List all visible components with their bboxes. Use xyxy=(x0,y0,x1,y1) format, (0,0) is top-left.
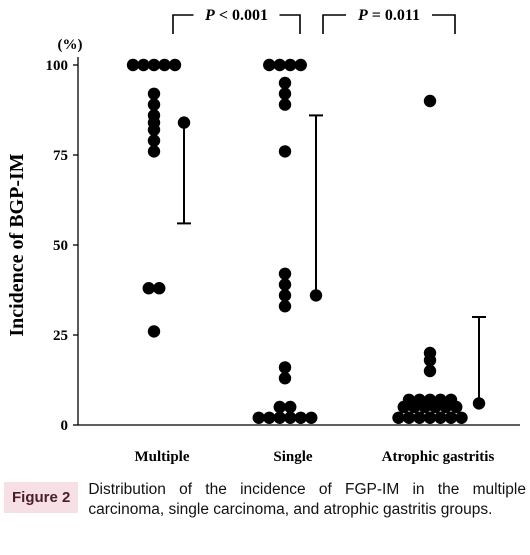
bracket-left-arm xyxy=(172,14,194,34)
y-tick-label: 50 xyxy=(53,238,68,254)
data-point xyxy=(423,94,437,108)
p-value-label: P = 0.011 xyxy=(357,7,420,24)
data-points xyxy=(126,58,468,424)
data-point xyxy=(278,289,292,302)
bracket-left-arm xyxy=(322,14,346,34)
data-point xyxy=(147,325,161,338)
data-point xyxy=(423,411,437,424)
data-point xyxy=(147,109,161,122)
data-point xyxy=(147,98,161,111)
caption-text: Distribution of the incidence of FGP-IM … xyxy=(88,481,526,518)
data-point xyxy=(126,58,140,72)
data-point xyxy=(278,87,292,101)
data-point xyxy=(263,58,276,72)
data-point xyxy=(278,145,292,158)
data-point xyxy=(305,411,318,424)
data-point xyxy=(284,58,297,72)
bracket-right-arm xyxy=(279,14,301,34)
bracket-right-arm xyxy=(432,14,456,34)
y-axis-title: Incidence of BGP-IM xyxy=(6,153,28,336)
x-category-label: Multiple xyxy=(135,449,190,465)
data-point xyxy=(413,393,426,406)
data-point xyxy=(278,300,292,313)
data-point xyxy=(273,411,286,424)
mean-point xyxy=(309,289,323,302)
figure-caption: Figure 2 Distribution of the incidence o… xyxy=(4,480,526,520)
data-point xyxy=(273,400,286,414)
data-point xyxy=(423,393,437,406)
figure-label: Figure 2 xyxy=(4,482,79,513)
y-tick-label: 0 xyxy=(61,418,69,434)
data-point xyxy=(278,361,292,374)
mean-point xyxy=(472,397,486,410)
data-point xyxy=(402,411,416,424)
data-point xyxy=(423,364,437,378)
data-point xyxy=(147,145,161,158)
data-point xyxy=(423,346,437,360)
data-point xyxy=(455,411,468,424)
data-point xyxy=(147,134,161,147)
p-value-label: P < 0.001 xyxy=(204,7,268,24)
data-point xyxy=(294,58,307,72)
mean-point xyxy=(177,116,191,129)
data-point xyxy=(263,411,276,424)
data-point xyxy=(434,393,447,406)
data-point xyxy=(137,58,150,72)
data-point xyxy=(278,278,292,291)
data-point xyxy=(444,411,458,424)
significance-brackets: P < 0.001 P = 0.011 xyxy=(172,7,456,34)
data-point xyxy=(402,393,416,406)
data-point xyxy=(413,411,426,424)
data-point xyxy=(147,58,161,72)
data-point xyxy=(278,372,292,385)
y-tick-label: 25 xyxy=(53,328,68,344)
data-point xyxy=(147,87,161,101)
y-unit-label: (%) xyxy=(58,37,83,53)
mean-sd-bars xyxy=(177,114,486,410)
data-point xyxy=(273,58,286,72)
data-point xyxy=(278,267,292,280)
data-point xyxy=(444,393,458,406)
data-point xyxy=(434,411,447,424)
axes: 0 25 50 75 100 (%) Incidence of BGP-IM Multiple… xyxy=(6,37,520,465)
data-point xyxy=(252,411,265,424)
data-point xyxy=(168,58,182,72)
data-point xyxy=(278,98,292,111)
data-point xyxy=(153,282,166,295)
data-point xyxy=(392,411,405,424)
data-point xyxy=(284,411,297,424)
y-tick-label: 75 xyxy=(53,148,68,164)
dot-plot-chart: 0 25 50 75 100 (%) Incidence of BGP-IM Multiple… xyxy=(6,7,520,465)
x-category-label: Single xyxy=(273,449,313,465)
data-point xyxy=(142,282,155,295)
data-point xyxy=(158,58,171,72)
data-point xyxy=(284,400,297,414)
x-category-label: Atrophic gastritis xyxy=(382,449,495,465)
data-point xyxy=(294,411,307,424)
data-point xyxy=(278,76,292,90)
y-tick-label: 100 xyxy=(46,58,69,74)
